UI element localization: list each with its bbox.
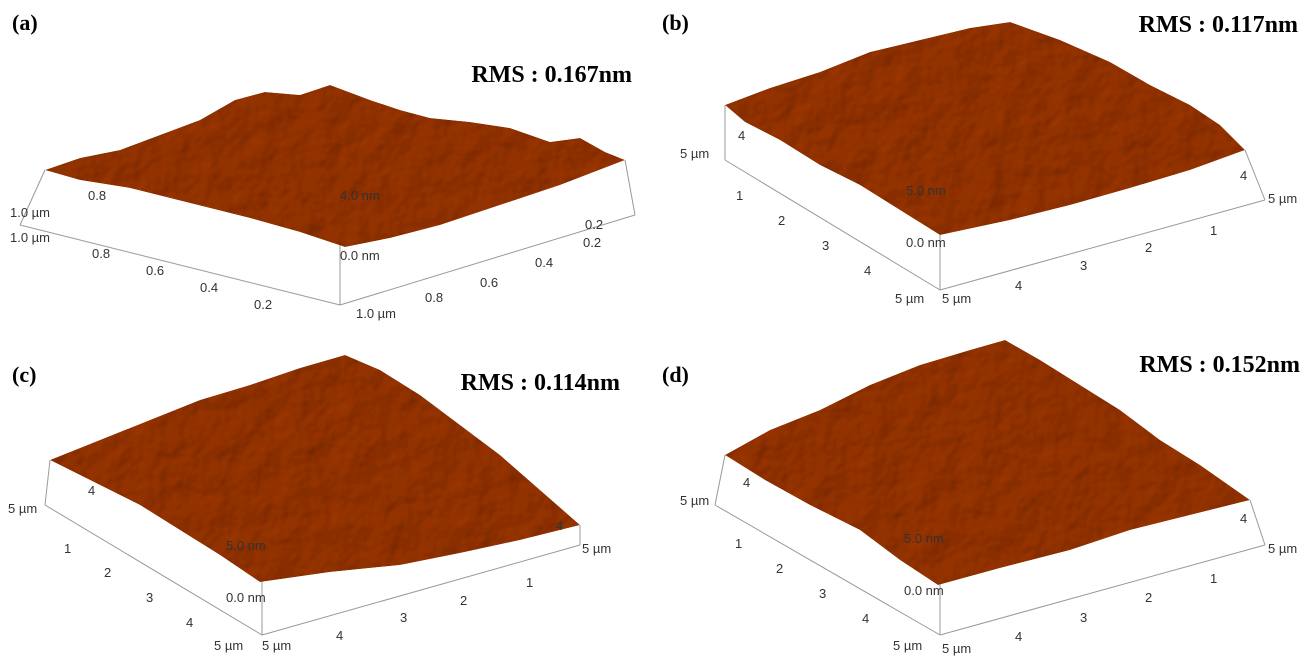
figure: (a) RMS : 0.167nm 1.0 µm 0.8 1.0 µm 0.8 0.6 0.4…	[0, 0, 1306, 659]
axis-label: 5.0 nm	[226, 538, 266, 553]
axis-label: 3	[400, 610, 407, 625]
axis-label: 2	[778, 213, 785, 228]
axis-label: 0.2	[254, 297, 272, 312]
axis-label: 0.4	[200, 280, 218, 295]
panel-label: (a)	[12, 10, 38, 35]
axis-label: 3	[819, 586, 826, 601]
axis-label: 5 µm	[8, 501, 37, 516]
axis-label: 5 µm	[895, 291, 924, 306]
axis-label: 5 µm	[942, 291, 971, 306]
axis-label: 3	[146, 590, 153, 605]
axis-label: 4	[862, 611, 869, 626]
surface	[725, 22, 1245, 235]
axis-label: 2	[460, 593, 467, 608]
axis-label: 2	[1145, 590, 1152, 605]
axis-label: 0.6	[480, 275, 498, 290]
axis-label: 4	[1240, 168, 1247, 183]
axis-label: 0.8	[88, 188, 106, 203]
panel-label: (c)	[12, 362, 36, 387]
axis-label: 1.0 µm	[10, 230, 50, 245]
axis-label: 1	[526, 575, 533, 590]
axis-label: 4	[556, 518, 563, 533]
axis-label: 3	[1080, 610, 1087, 625]
axis-label: 5 µm	[893, 638, 922, 653]
axis-label: 4	[1240, 511, 1247, 526]
axis-label: 1	[735, 536, 742, 551]
panel-b-graphics	[725, 22, 1265, 290]
axis-label: 0.8	[425, 290, 443, 305]
axis-label: 1	[1210, 571, 1217, 586]
panel-d-graphics	[715, 340, 1265, 635]
axis-label: 0.0 nm	[906, 235, 946, 250]
rms-value: RMS : 0.152nm	[1139, 352, 1300, 378]
surface	[45, 85, 625, 247]
axis-label: 2	[104, 565, 111, 580]
axis-label: 1.0 µm	[10, 205, 50, 220]
axis-label: 4	[1015, 278, 1022, 293]
axis-label: 5 µm	[1268, 541, 1297, 556]
axis-label: 2	[776, 561, 783, 576]
axis-label: 4	[336, 628, 343, 643]
axis-label: 5 µm	[1268, 191, 1297, 206]
axis-label: 5.0 nm	[904, 531, 944, 546]
axis-label: 4.0 nm	[340, 188, 380, 203]
axis-label: 4	[1015, 629, 1022, 644]
axis-label: 5 µm	[680, 493, 709, 508]
axis-label: 3	[1080, 258, 1087, 273]
axis-label: 1	[736, 188, 743, 203]
axis-label: 4	[864, 263, 871, 278]
axis-label: 5 µm	[582, 541, 611, 556]
axis-label: 0.8	[92, 246, 110, 261]
rms-value: RMS : 0.114nm	[461, 370, 620, 396]
rms-value: RMS : 0.167nm	[471, 62, 632, 88]
axis-label: 1	[1210, 223, 1217, 238]
axis-label: 5 µm	[214, 638, 243, 653]
axis-label: 2	[1145, 240, 1152, 255]
axis-label: 0.6	[146, 263, 164, 278]
axis-label: 4	[738, 128, 745, 143]
axis-label: 4	[743, 475, 750, 490]
axis-label: 5 µm	[680, 146, 709, 161]
axis-label: 0.0 nm	[340, 248, 380, 263]
axis-label: 3	[822, 238, 829, 253]
axis-label: 0.2	[585, 217, 603, 232]
axis-label: 0.4	[535, 255, 553, 270]
axis-label: 1.0 µm	[356, 306, 396, 321]
axis-label: 5 µm	[942, 641, 971, 656]
panel-a-graphics	[20, 85, 635, 305]
axis-label: 1	[64, 541, 71, 556]
axis-label: 5 µm	[262, 638, 291, 653]
rms-value: RMS : 0.117nm	[1139, 12, 1298, 38]
axis-label: 0.2	[583, 235, 601, 250]
axis-label: 0.0 nm	[226, 590, 266, 605]
axis-label: 0.0 nm	[904, 583, 944, 598]
axis-label: 4	[88, 483, 95, 498]
axis-label: 4	[186, 615, 193, 630]
axis-label: 5.0 nm	[906, 183, 946, 198]
panel-label: (d)	[662, 362, 689, 387]
panel-label: (b)	[662, 10, 689, 35]
panel-c-graphics	[45, 355, 580, 635]
